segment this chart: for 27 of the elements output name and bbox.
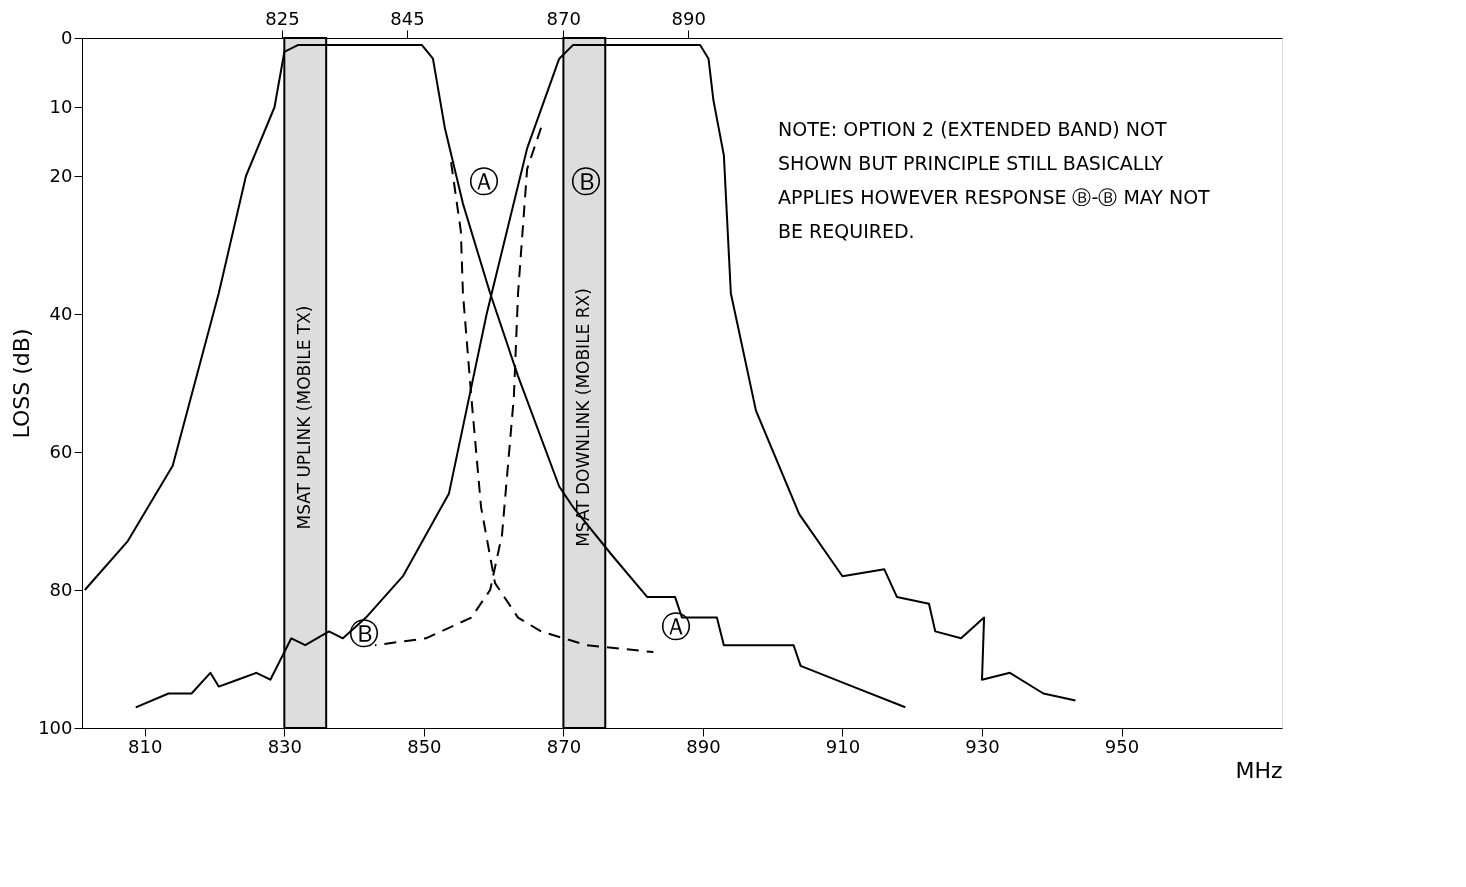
x2-tick-label: 845 [390,7,425,29]
x2-tick-label: 825 [265,7,300,29]
x2-tick-label: 870 [546,7,581,29]
x-tick-label: 910 [825,735,861,757]
annotation: NOTE: OPTION 2 (EXTENDED BAND) NOT SHOWN BUT PRINCIPLE STILL BASICALLY APPLIES HOWEVER RESPONSE Ⓑ-Ⓑ MAY NOT BE REQUIRED. [778,117,1211,242]
y-tick-label: 40 [49,302,73,324]
y-tick-label: 0 [61,26,73,48]
y-tick-label: 80 [49,578,73,600]
y-axis-title: LOSS (dB) [9,328,35,439]
x-tick-label: 850 [407,735,442,757]
y-tick-label: 60 [49,440,73,462]
band-label: MSAT UPLINK (MOBILE TX) [294,305,315,530]
y-tick-label: 100 [38,716,73,738]
annotation: Ⓐ [469,163,499,199]
y-tick-label: 10 [49,95,73,117]
y-tick-label: 20 [49,164,73,186]
x-tick-label: 890 [686,735,721,757]
x-tick-label: 830 [267,735,303,757]
x-tick-label: 870 [546,735,582,757]
x-axis-title: MHz [1235,757,1283,783]
annotation: Ⓑ [349,615,379,651]
x-tick-label: 810 [128,735,163,757]
annotation: Ⓐ [661,608,691,644]
annotation: Ⓑ [571,163,601,199]
x2-tick-label: 890 [671,7,706,29]
x-tick-label: 930 [965,735,1000,757]
x-tick-label: 950 [1104,735,1140,757]
